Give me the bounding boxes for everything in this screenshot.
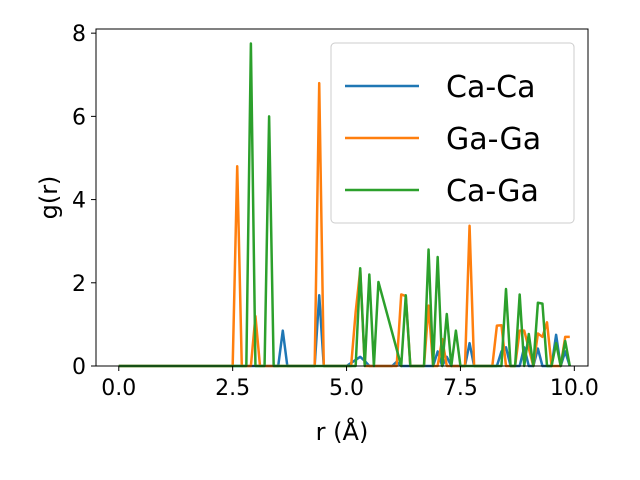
x-tick-label: 5.0 <box>329 376 364 401</box>
y-tick-label: 4 <box>72 189 86 214</box>
legend: Ca-Ca Ga-Ga Ca-Ga <box>330 42 575 224</box>
legend-label-ga-ga: Ga-Ga <box>446 122 541 157</box>
legend-box <box>330 42 575 224</box>
x-tick-label: 2.5 <box>215 376 250 401</box>
axes-frame <box>95 28 589 367</box>
legend-label-ca-ca: Ca-Ca <box>446 70 536 105</box>
y-axis-label: g(r) <box>35 176 63 220</box>
axes: 0.0 2.5 5.0 7.5 10.0 0 2 4 6 8 <box>72 22 599 401</box>
x-tick-label: 7.5 <box>443 376 478 401</box>
x-axis-label: r (Å) <box>316 417 369 446</box>
legend-label-ca-ga: Ca-Ga <box>446 174 539 209</box>
y-tick-label: 2 <box>72 272 86 297</box>
y-tick-label: 0 <box>72 355 86 380</box>
x-tick-label: 10.0 <box>550 376 599 401</box>
y-tick-label: 6 <box>72 105 86 130</box>
x-tick-label: 0.0 <box>101 376 136 401</box>
y-tick-label: 8 <box>72 22 86 47</box>
